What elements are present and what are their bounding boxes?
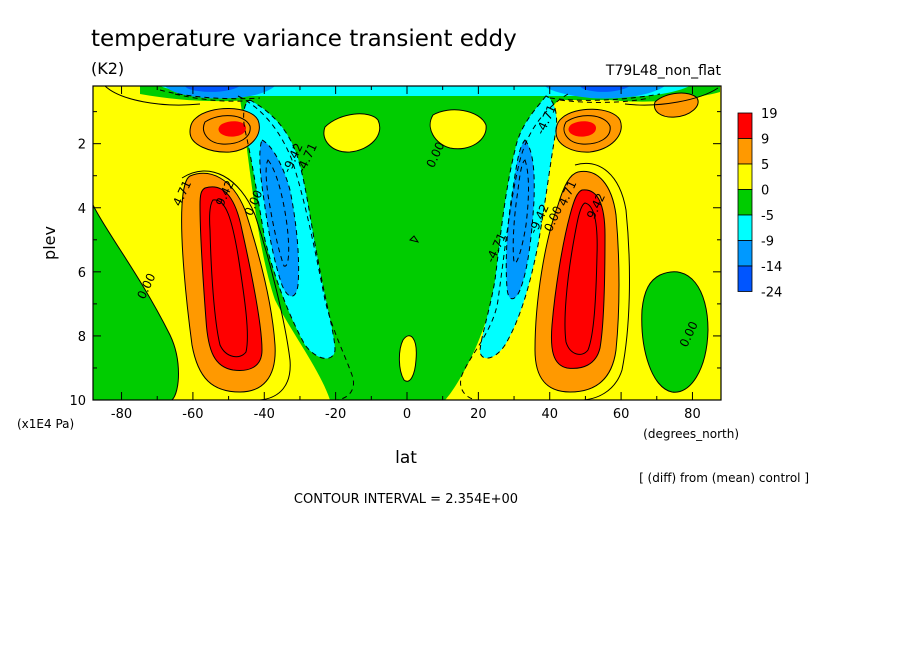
x-tick-label: 20 [470, 407, 487, 422]
contour-line-right-orange [534, 170, 620, 393]
colorbar-label: 5 [761, 158, 769, 173]
dashed-line-right-cyan [479, 95, 558, 359]
green-region-right [641, 271, 708, 393]
contour-line-left-outer [181, 170, 291, 400]
colorbar-swatch [737, 163, 753, 190]
colorbar-label: -14 [761, 260, 782, 275]
y-axis: 2 4 6 8 10 [69, 111, 721, 409]
contour-line-upper-right-red [563, 115, 611, 145]
x-tick-label: -80 [111, 407, 132, 422]
difference-note: [ (diff) from (mean) control ] [639, 471, 809, 485]
contour-line-island-1 [323, 113, 381, 153]
contour-line-right-zero [641, 271, 709, 393]
colorbar-swatch [737, 214, 753, 241]
contour-line-center-small [409, 235, 420, 243]
y-tick-label: 2 [78, 138, 86, 153]
dashed-line-right-core [512, 159, 529, 264]
colorbar-label: -5 [761, 209, 774, 224]
contour-line-upper-left-cell [189, 108, 260, 153]
dashed-line-top-2 [174, 93, 256, 102]
dashed-line-top-1 [159, 89, 261, 100]
blue-core-top-right [545, 86, 665, 99]
colorbar-swatch [737, 265, 753, 292]
y-axis-units: (x1E4 Pa) [17, 417, 74, 431]
contour-line-right-inner [564, 202, 598, 355]
colorbar-label: 19 [761, 107, 778, 122]
colorbar-swatch [737, 240, 753, 267]
colorbar-label: -9 [761, 235, 774, 250]
y-axis-label: plev [40, 226, 59, 260]
dashed-line-right-blue [505, 139, 535, 300]
contour-line-island-3 [398, 335, 417, 382]
colorbar-label: 9 [761, 133, 769, 148]
y-tick-label: 6 [78, 266, 86, 281]
x-tick-label: 0 [403, 407, 411, 422]
x-axis-units: (degrees_north) [643, 427, 739, 441]
contour-line-top-right-arc [624, 87, 719, 106]
yellow-island-2 [430, 109, 487, 149]
colorbar-swatch [737, 189, 753, 216]
contour-line-top-right-cell [653, 92, 699, 118]
dashed-line-top-3 [549, 93, 661, 101]
x-tick-label: -20 [325, 407, 346, 422]
orange-cell-top-right [654, 93, 699, 118]
x-tick-label: 80 [684, 407, 701, 422]
colorbar-swatch [737, 112, 753, 139]
contour-line-left-red [199, 186, 263, 371]
contour-line-right-outer [574, 163, 630, 400]
red-cell-upper-right [568, 121, 596, 137]
contour-line-upper-left-red [203, 115, 251, 145]
contour-line-island-2 [429, 109, 487, 150]
contour-line-left-inner [209, 199, 248, 358]
colorbar-label: 0 [761, 184, 769, 199]
x-tick-label: -60 [182, 407, 203, 422]
contour-line-left-zero [93, 204, 179, 400]
y-tick-label: 4 [78, 202, 86, 217]
dashed-line-right-outer [460, 93, 569, 400]
contour-line-top-left-arc [104, 86, 201, 106]
dashed-line-top-4 [559, 97, 651, 103]
x-axis: -80 -60 -40 -20 0 20 40 60 80 [111, 86, 701, 422]
contour-interval-text: CONTOUR INTERVAL = 2.354E+00 [294, 492, 518, 507]
run-label: T79L48_non_flat [605, 63, 722, 79]
chart-title: temperature variance transient eddy [91, 26, 517, 52]
y-tick-label: 10 [69, 394, 86, 409]
colorbar: 19 9 5 0 -5 -9 -14 -24 [737, 107, 782, 301]
blue-region-left [259, 140, 299, 297]
red-cell-upper-left [218, 121, 246, 137]
colorbar-label: -24 [761, 286, 782, 301]
dashed-line-left-core [265, 159, 290, 267]
green-region-left [93, 205, 179, 400]
x-axis-label: lat [395, 448, 417, 468]
x-tick-label: -40 [254, 407, 275, 422]
contour-lines-dashed [159, 89, 661, 400]
colorbar-swatch [737, 138, 753, 165]
contour-line-right-red [550, 189, 606, 369]
x-tick-label: 60 [613, 407, 630, 422]
units-label: (K2) [91, 59, 124, 78]
dashed-line-left-blue [259, 139, 300, 297]
dashed-line-left-outer [237, 95, 354, 400]
y-tick-label: 8 [78, 330, 86, 345]
yellow-island-3 [399, 335, 417, 382]
yellow-island-1 [323, 113, 380, 153]
x-tick-label: 40 [541, 407, 558, 422]
contour-line-left-orange [181, 172, 276, 393]
deep-blue-top-right [580, 86, 630, 92]
dashed-line-left-cyan [243, 99, 336, 359]
contour-fill: 4.71 9.42 0.00-9.42-4.710.000.00-4.71-9.42… [93, 86, 721, 400]
deep-blue-top-left [185, 86, 240, 92]
